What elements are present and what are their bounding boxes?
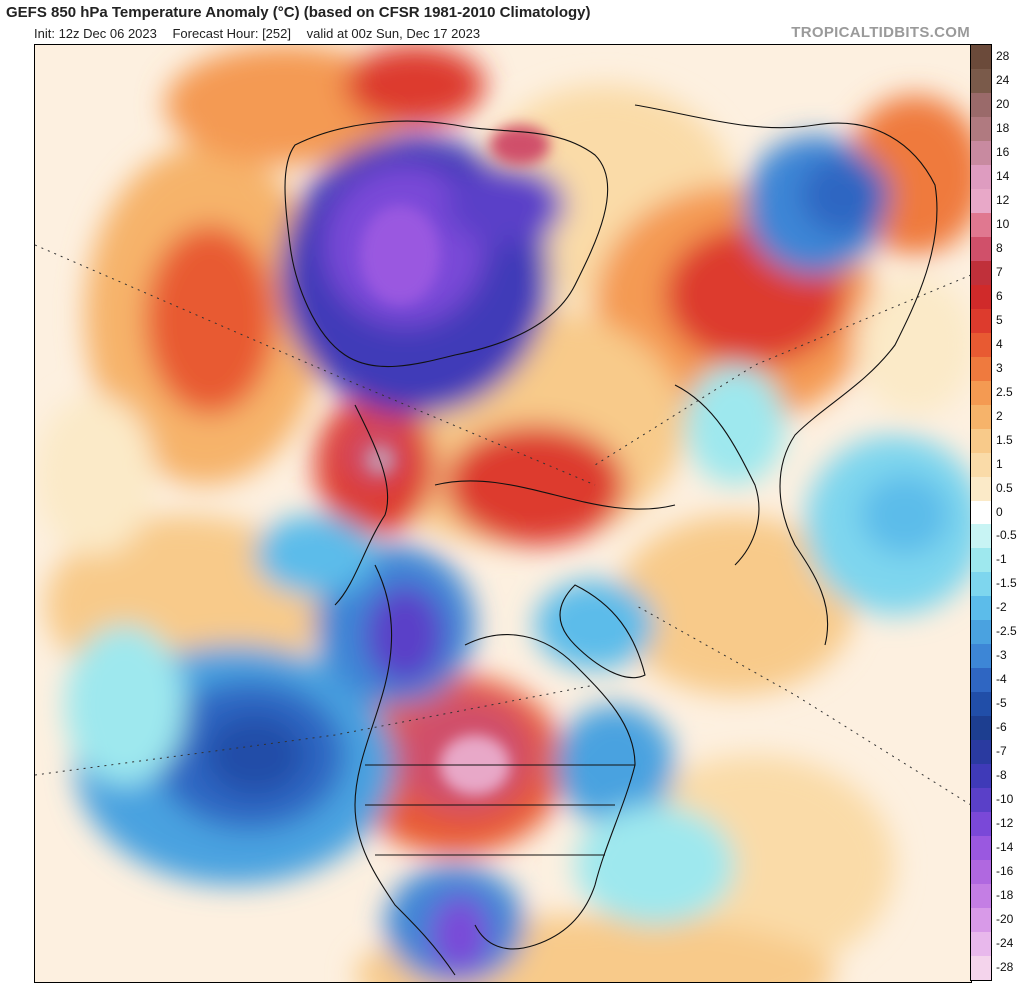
colorbar-tick-label: -7 [996,744,1007,759]
anomaly-map [34,44,972,983]
colorbar-tick-label: -2 [996,600,1007,615]
colorbar-tick-label: -6 [996,720,1007,735]
colorbar-tick-label: 4 [996,336,1003,351]
colorbar-tick-label: -3 [996,648,1007,663]
colorbar-tick-label: -24 [996,936,1014,951]
colorbar-tick-label: 14 [996,168,1010,183]
colorbar-swatch [971,68,991,94]
colorbar-tick-label: 5 [996,312,1003,327]
colorbar-tick-label: 2.5 [996,384,1013,399]
forecast-hour: Forecast Hour: [252] [172,26,291,41]
colorbar-tick-label: 16 [996,144,1010,159]
colorbar-tick-label: 2 [996,408,1003,423]
colorbar-tick-label: 0 [996,504,1003,519]
colorbar-tick-label: 1.5 [996,432,1013,447]
colorbar-swatch [971,308,991,334]
colorbar-swatch [971,212,991,238]
coastlines [284,104,938,976]
site-watermark: TROPICALTIDBITS.COM [791,24,970,41]
colorbar-tick-label: -2.5 [996,624,1017,639]
colorbar-swatch [971,692,991,717]
colorbar-tick-label: -1.5 [996,576,1017,591]
colorbar-tick-label: -0.5 [996,528,1017,543]
colorbar-swatch [971,524,991,549]
colorbar [970,44,992,981]
init-time: Init: 12z Dec 06 2023 [34,26,157,41]
colorbar-tick-label: 1 [996,456,1003,471]
colorbar-swatch [971,764,991,789]
colorbar-swatch [971,740,991,765]
colorbar-swatch [971,452,991,478]
colorbar-tick-label: -28 [996,960,1014,974]
colorbar-swatch [971,668,991,693]
graticule [35,244,971,806]
colorbar-swatch [971,884,991,909]
chart-title: GEFS 850 hPa Temperature Anomaly (°C) (b… [6,4,591,21]
colorbar-tick-label: 24 [996,72,1010,87]
colorbar-swatch [971,812,991,837]
colorbar-swatch [971,860,991,885]
colorbar-tick-label: 20 [996,96,1010,111]
colorbar-swatch [971,620,991,645]
colorbar-swatch [971,956,991,981]
colorbar-tick-label: 8 [996,240,1003,255]
colorbar-tick-label: -14 [996,840,1014,855]
colorbar-swatch [971,500,991,525]
colorbar-swatch [971,140,991,166]
colorbar-swatch [971,644,991,669]
colorbar-tick-label: -16 [996,864,1014,879]
colorbar-tick-label: 12 [996,192,1010,207]
colorbar-swatch [971,356,991,382]
colorbar-swatch [971,332,991,358]
colorbar-tick-label: -18 [996,888,1014,903]
colorbar-swatch [971,788,991,813]
colorbar-swatch [971,908,991,933]
colorbar-tick-label: 3 [996,360,1003,375]
valid-time: valid at 00z Sun, Dec 17 2023 [306,26,481,41]
colorbar-swatch [971,92,991,118]
colorbar-tick-label: -20 [996,912,1014,927]
colorbar-swatch [971,716,991,741]
colorbar-swatch [971,596,991,621]
colorbar-tick-label: -1 [996,552,1007,567]
colorbar-swatch [971,476,991,501]
colorbar-tick-label: -5 [996,696,1007,711]
colorbar-swatch [971,45,991,70]
run-info: Init: 12z Dec 06 2023 Forecast Hour: [25… [34,26,492,41]
colorbar-tick-label: -4 [996,672,1007,687]
colorbar-tick-label: 18 [996,120,1010,135]
colorbar-swatch [971,404,991,430]
colorbar-swatch [971,284,991,310]
colorbar-tick-label: 0.5 [996,480,1013,495]
colorbar-swatch [971,164,991,190]
colorbar-tick-label: -8 [996,768,1007,783]
colorbar-swatch [971,428,991,454]
colorbar-swatch [971,236,991,262]
colorbar-tick-label: -12 [996,816,1014,831]
colorbar-tick-label: -10 [996,792,1014,807]
colorbar-tick-label: 10 [996,216,1010,231]
colorbar-swatch [971,188,991,214]
colorbar-swatch [971,572,991,597]
colorbar-tick-label: 7 [996,264,1003,279]
colorbar-swatch [971,380,991,406]
colorbar-swatch [971,116,991,142]
colorbar-tick-label: 28 [996,48,1010,63]
colorbar-swatch [971,836,991,861]
colorbar-swatch [971,548,991,573]
colorbar-swatch [971,260,991,286]
map-canvas [35,45,971,982]
colorbar-tick-label: 6 [996,288,1003,303]
colorbar-swatch [971,932,991,957]
